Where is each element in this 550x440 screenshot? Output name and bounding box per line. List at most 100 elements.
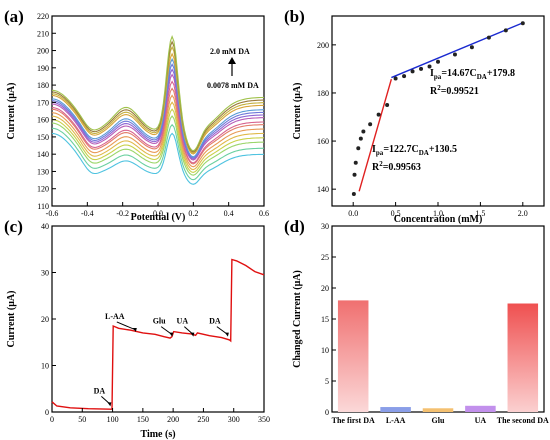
panel-d-category-label: The second DA (497, 416, 549, 425)
panel-a-cv-curve (51, 57, 265, 158)
panel-c-annotation-label: L-AA (105, 312, 125, 321)
panel-c-xtick-label: 50 (78, 415, 86, 424)
panel-b-xtick-label: 0.5 (391, 209, 401, 218)
panel-b-ytick-label: 200 (317, 41, 329, 50)
panel-a-xlabel: Potential (V) (131, 212, 186, 223)
panel-label-b: (b) (284, 7, 305, 26)
panel-b-r2-low: R2=0.99563 (372, 160, 421, 173)
panel-a-ytick-label: 130 (37, 167, 49, 176)
panel-c-annotation-label: UA (177, 317, 189, 326)
panel-d-bar (422, 408, 454, 412)
panel-b-data-point (351, 191, 356, 196)
panel-b-data-point (393, 76, 398, 81)
panel-a-cv-curve (51, 115, 265, 176)
panel-c-annotation-arrowhead (169, 332, 174, 337)
panel-b-xtick-label: 0.0 (348, 209, 358, 218)
panel-a-ytick-label: 140 (37, 150, 49, 159)
panel-b-calibration: 0.0 0.5 1.0 1.5 2.0 140 160 180 200 Concentratio… (292, 15, 545, 225)
panel-c-annotation-arrow (116, 321, 136, 331)
panel-c-amperometric: DA L-AA Glu UA DA 0 50 100 150 200 250 300 350 0 10 20… (6, 222, 270, 440)
panel-c-ytick-label: 10 (41, 362, 49, 371)
panel-b-xtick-label: 1.5 (475, 209, 485, 218)
panel-c-ylabel: Current (μA) (6, 291, 17, 348)
panel-c-annotations: DA L-AA Glu UA DA (94, 312, 229, 407)
panel-d-bars (337, 300, 539, 412)
panel-d-ytick-label: 5 (325, 377, 329, 386)
panel-a-arrow-head (228, 57, 236, 64)
panel-b-data-point (410, 69, 415, 74)
panel-d-ytick-label: 30 (321, 222, 329, 231)
panel-a-ylabel: Current (μA) (6, 83, 17, 140)
panel-b-eq-low: Ipa=122.7CDA+130.5 (372, 144, 457, 157)
panel-b-data-point (361, 129, 366, 134)
panel-c-annotation-arrowhead (190, 332, 195, 337)
panel-a-cv-curve (51, 94, 265, 168)
panel-d-bar (380, 407, 411, 412)
panel-d-bar (507, 303, 539, 412)
panel-d-ytick-label: 20 (321, 284, 329, 293)
panel-b-fit-lines (358, 22, 524, 192)
panel-b-ytick-label: 140 (317, 185, 329, 194)
panel-a-cv-curve (51, 35, 265, 152)
panel-c-xtick-label: 0 (50, 415, 54, 424)
panel-a-xtick-label: 0.2 (188, 209, 198, 218)
panel-d-category-label: The first DA (332, 416, 375, 425)
panel-a-ytick-label: 220 (37, 12, 49, 21)
panel-a-annotation-high: 2.0 mM DA (210, 47, 250, 56)
panel-b-data-point (469, 45, 474, 50)
panel-a-cv-curve (51, 123, 265, 181)
panel-a-ytick-label: 190 (37, 64, 49, 73)
panel-b-ytick-label: 180 (317, 89, 329, 98)
panel-d-ytick-label: 15 (321, 315, 329, 324)
panel-a-ytick-label: 120 (37, 185, 49, 194)
panel-d-selectivity: 0 5 10 15 20 25 30 The first DA L-AA Glu UA The sec… (292, 222, 549, 425)
panel-c-annotation-label: Glu (153, 317, 166, 326)
panel-label-d: (d) (284, 217, 305, 236)
panel-c-current-trace (51, 258, 265, 410)
panel-a-cv-curve (51, 101, 264, 171)
panel-c-ytick-label: 30 (41, 269, 49, 278)
panel-b-ytick-label: 160 (317, 137, 329, 146)
panel-c-annotation-label: DA (94, 386, 106, 395)
panel-d-category-label: Glu (432, 416, 445, 425)
panel-a-cv-curve (51, 40, 264, 153)
panel-d-bar (337, 300, 369, 412)
panel-b-data-point (503, 28, 508, 33)
panel-b-data-point (356, 146, 361, 151)
panel-b-data-point (385, 102, 390, 107)
panel-a-xtick-label: 0.6 (259, 209, 269, 218)
panel-b-data-point (402, 74, 407, 79)
panel-a-cv-curve (51, 87, 265, 165)
panel-d-ticks: 0 5 10 15 20 25 30 The first DA L-AA Glu UA The sec… (321, 222, 549, 425)
panel-c-xtick-label: 150 (137, 415, 149, 424)
panel-c-xlabel: Time (s) (140, 429, 175, 440)
panel-b-data-point (368, 122, 373, 127)
panel-c-annotation-arrowhead (107, 402, 112, 407)
panel-c-xtick-label: 350 (258, 415, 270, 424)
panel-a-cv-curves: -0.6 -0.4 -0.2 0.0 0.2 0.4 0.6 110 120 130 140 150 1… (6, 12, 269, 223)
panel-a-xtick-label: 0.4 (224, 209, 234, 218)
panel-a-curves (51, 35, 265, 185)
panel-b-data-point (520, 21, 525, 26)
panel-b-xtick-label: 2.0 (518, 209, 528, 218)
panel-a-cv-curve (51, 45, 264, 154)
panel-b-data-point (486, 35, 491, 40)
panel-b-data-point (427, 64, 432, 69)
panel-d-ytick-label: 25 (321, 253, 329, 262)
panel-label-a: (a) (4, 7, 24, 26)
panel-a-cv-curve (51, 68, 264, 160)
panel-c-xtick-label: 100 (107, 415, 119, 424)
panel-d-bar (465, 405, 496, 412)
panel-c-ytick-label: 20 (41, 315, 49, 324)
panel-b-ylabel: Current (μA) (292, 83, 303, 140)
panel-b-r2-high: R2=0.99521 (430, 84, 479, 97)
panel-b-data-point (376, 112, 381, 117)
panel-d-category-label: L-AA (386, 416, 406, 425)
panel-d-category-label: UA (475, 416, 487, 425)
panel-c-xtick-label: 300 (228, 415, 240, 424)
panel-c-xtick-label: 250 (197, 415, 209, 424)
panel-b-fit-line (358, 79, 393, 192)
panel-a-cv-curve (51, 132, 265, 185)
panel-b-data-point (419, 66, 424, 71)
